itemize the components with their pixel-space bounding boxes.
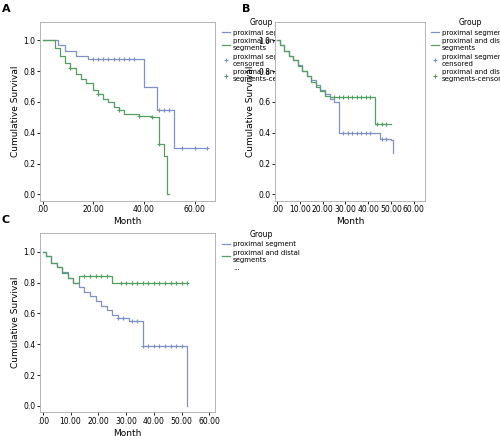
- Text: A: A: [2, 4, 10, 14]
- Legend: proximal segment, proximal and distal
segments, proximal segment-
censored, prox: proximal segment, proximal and distal se…: [222, 18, 302, 82]
- Legend: proximal segment, proximal and distal
segments, proximal segment-
censored, prox: proximal segment, proximal and distal se…: [431, 18, 500, 82]
- Y-axis label: Cumulative Survival: Cumulative Survival: [11, 277, 20, 368]
- Legend: proximal segment, proximal and distal
segments, ...: proximal segment, proximal and distal se…: [222, 230, 300, 271]
- X-axis label: Month: Month: [336, 217, 364, 226]
- Text: B: B: [242, 4, 250, 14]
- Text: C: C: [2, 215, 10, 225]
- Y-axis label: Cumulative Survival: Cumulative Survival: [246, 65, 255, 157]
- X-axis label: Month: Month: [114, 429, 141, 436]
- X-axis label: Month: Month: [114, 217, 141, 226]
- Y-axis label: Cumulative Survival: Cumulative Survival: [11, 65, 20, 157]
